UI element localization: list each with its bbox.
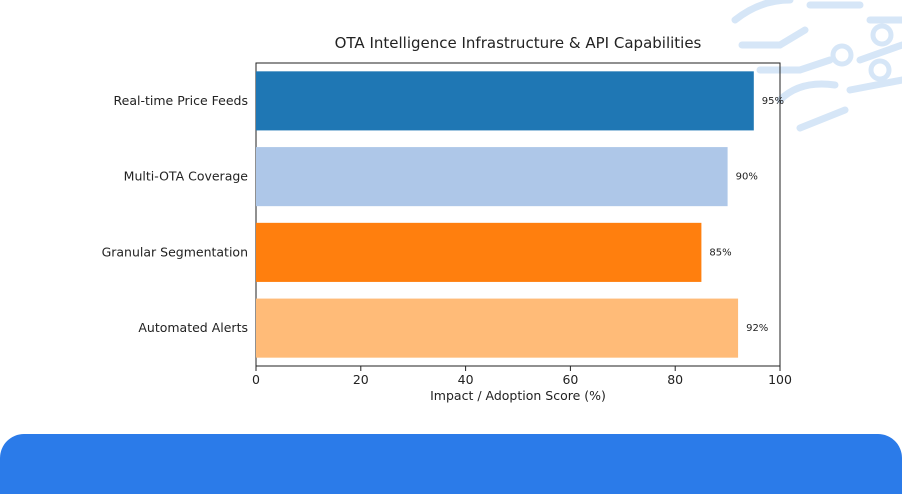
- bar: [256, 71, 754, 131]
- plot-area: [255, 62, 781, 367]
- circuit-lines-icon: [731, 0, 902, 132]
- x-tick-label: 80: [667, 372, 683, 387]
- value-label: 90%: [736, 172, 758, 183]
- bar: [256, 298, 739, 358]
- x-tick-label: 20: [353, 372, 369, 387]
- bar: [256, 147, 728, 207]
- category-label: Multi-OTA Coverage: [124, 169, 249, 184]
- bar-chart: OTA Intelligence Infrastructure & API Ca…: [102, 34, 792, 403]
- chart-title: OTA Intelligence Infrastructure & API Ca…: [335, 34, 702, 52]
- x-tick-label: 40: [458, 372, 474, 387]
- value-label: 95%: [762, 96, 784, 107]
- value-label: 92%: [746, 323, 768, 334]
- value-label: 85%: [709, 247, 731, 258]
- x-axis-label: Impact / Adoption Score (%): [430, 388, 606, 403]
- category-label: Real-time Price Feeds: [114, 93, 248, 108]
- category-label: Automated Alerts: [138, 320, 248, 335]
- bottom-banner: [0, 434, 902, 494]
- bar: [256, 222, 702, 282]
- x-tick-label: 100: [768, 372, 792, 387]
- category-label: Granular Segmentation: [102, 244, 248, 259]
- x-tick-label: 60: [562, 372, 578, 387]
- x-tick-label: 0: [252, 372, 260, 387]
